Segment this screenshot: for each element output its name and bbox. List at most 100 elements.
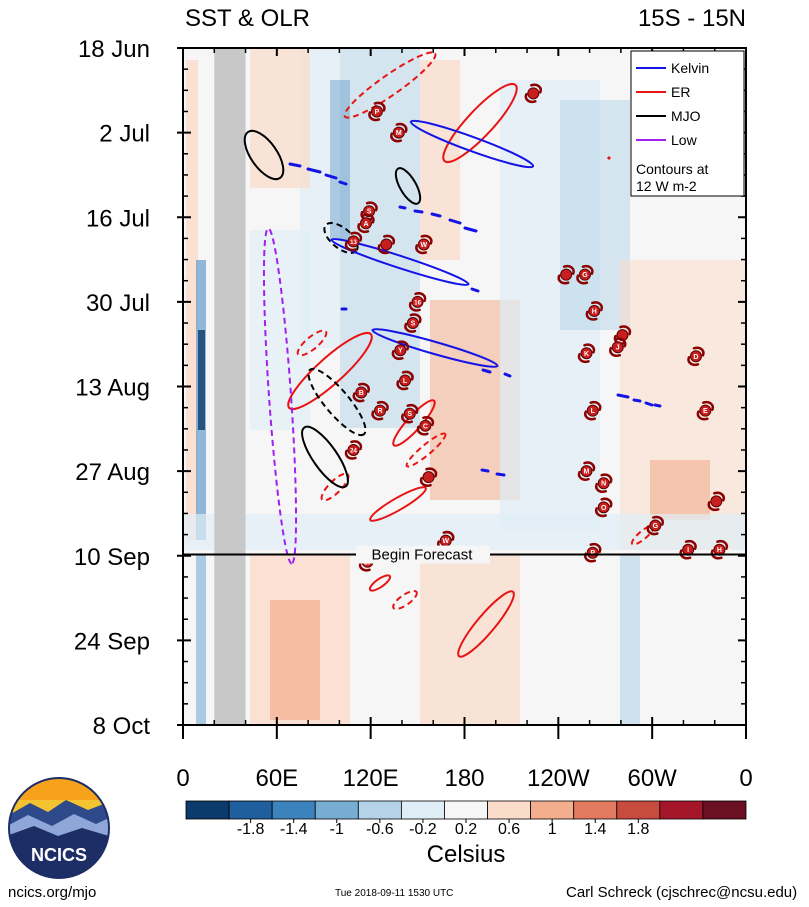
colorbar-swatch [702, 800, 747, 820]
storm-label: R [378, 408, 383, 415]
storm-marker: A [357, 213, 375, 234]
kelvin-contour [330, 238, 470, 286]
er-contour [392, 589, 418, 611]
storm-label: 16 [414, 300, 421, 306]
colorbar-tick-label: -1 [330, 821, 344, 838]
colorbar-tick-label: -1.8 [237, 821, 265, 838]
storm-label: L [403, 378, 408, 385]
legend-note-line1: Contours at [636, 161, 708, 177]
storm-dot [560, 268, 573, 281]
storm-marker: B [352, 382, 370, 403]
storm-dot [355, 386, 368, 399]
storm-arm [357, 213, 375, 234]
storm-marker: G [576, 264, 594, 285]
low-contour [262, 227, 298, 565]
storm-arm [344, 440, 363, 460]
storm-marker: S [401, 403, 419, 424]
storm-marker: D [687, 346, 705, 367]
storm-label: P [375, 109, 380, 116]
storm-arm [576, 264, 594, 285]
colorbar-swatch [271, 800, 316, 820]
x-tick-label: 120E [343, 765, 399, 792]
storm-arm [390, 122, 408, 143]
mjo-contour [243, 129, 285, 181]
storm-dot [597, 501, 610, 514]
storm-arm [585, 301, 603, 321]
colorbar-tick-label: 0.2 [455, 821, 477, 838]
footer-author: Carl Schreck (cjschrec@ncsu.edu) [566, 884, 798, 901]
colorbar-swatch [185, 800, 230, 820]
legend-box [630, 50, 745, 197]
colorbar-swatch [659, 800, 704, 820]
storm-marker: 24 [344, 440, 363, 460]
logo-text: NCICS [31, 845, 87, 865]
storm-arm [557, 264, 575, 285]
er-contour [405, 432, 447, 468]
footer-timestamp: Tue 2018-09-11 1530 UTC [335, 888, 454, 899]
storm-arm [344, 231, 363, 252]
storm-arm [710, 539, 729, 560]
legend-note-line2: 12 W m-2 [636, 178, 697, 194]
x-tick-label: 0 [739, 765, 752, 792]
storm-arm [524, 83, 542, 104]
colorbar-swatch [530, 800, 575, 820]
storm-label: Y [398, 348, 403, 355]
storm-arm [391, 340, 410, 360]
er-contour [343, 51, 437, 119]
storm-arm [577, 461, 596, 481]
storm-marker [377, 234, 395, 255]
colorbar-swatch [400, 800, 445, 820]
storm-arm [679, 539, 697, 560]
footer-url[interactable]: ncics.org/mjo [8, 884, 97, 901]
storm-arm [396, 370, 414, 391]
storm-marker: W [415, 234, 433, 255]
y-axis: 18 Jun 2 Jul 16 Jul 30 Jul 13 Aug 27 Aug 10 Se… [74, 36, 746, 740]
y-tick-label: 13 Aug [75, 375, 150, 402]
y-tick-label: 30 Jul [86, 290, 150, 317]
storm-label: E [703, 408, 708, 415]
storm-dot [411, 295, 424, 308]
storm-arm [696, 400, 715, 421]
storm-label: L [591, 408, 596, 415]
legend: Kelvin ER MJO Low Contours at 12 W m-2 [630, 50, 745, 197]
storm-arm [577, 343, 596, 363]
storm-marker: E [696, 400, 715, 421]
storm-arm [584, 400, 602, 421]
storm-label: O [601, 505, 607, 512]
y-tick-label: 10 Sep [74, 544, 150, 571]
storm-dot [392, 126, 405, 139]
storm-label: W [421, 242, 428, 249]
storm-marker: G [646, 515, 664, 536]
storm-dot [580, 347, 593, 360]
storm-label: K [584, 351, 589, 358]
er-contour [287, 331, 373, 411]
storm-dot [347, 235, 360, 248]
mjo-contour [394, 167, 422, 205]
storm-marker: Y [391, 340, 410, 360]
colorbar-swatch [616, 800, 661, 820]
colorbar-units: Celsius [427, 841, 506, 868]
storm-label: H [717, 547, 722, 554]
colorbar-tick-label: -0.2 [409, 821, 437, 838]
storm-label: H [592, 308, 597, 315]
storm-label: S [411, 321, 416, 328]
storm-label: G [582, 272, 588, 279]
storm-dot [597, 477, 610, 490]
storm-marker: C [416, 416, 435, 436]
colorbar-swatch [573, 800, 618, 820]
colorbar-swatch [357, 800, 402, 820]
legend-label-er: ER [671, 84, 690, 100]
colorbar-tick-label: 1 [548, 821, 557, 838]
storm-marker: 13 [344, 231, 363, 252]
storm-dot [399, 374, 412, 387]
storm-dot [380, 238, 393, 251]
storm-label: S [367, 209, 372, 216]
kelvin-contour [340, 287, 512, 477]
er-contour [606, 155, 612, 161]
colorbar-tick-label: -1.4 [280, 821, 308, 838]
storm-marker: M [577, 461, 596, 481]
storm-label: J [616, 345, 620, 352]
y-tick-label: 24 Sep [74, 628, 150, 655]
storm-dot [689, 350, 702, 363]
